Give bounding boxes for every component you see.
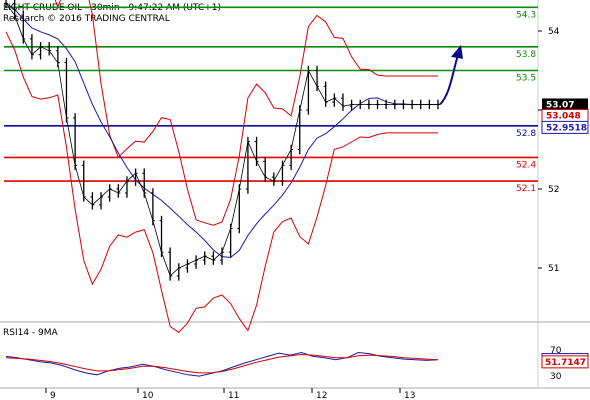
header-research: Research © 2016 TRADING CENTRAL bbox=[3, 14, 170, 24]
price-line bbox=[5, 3, 438, 277]
x-tick-label: 10 bbox=[142, 391, 154, 400]
rsi-tag-label: 51.7147 bbox=[545, 358, 586, 368]
level-label-53.8: 53.8 bbox=[516, 50, 536, 60]
y-tick-label: 54 bbox=[548, 27, 560, 37]
level-label-53.5: 53.5 bbox=[516, 74, 536, 84]
bollinger-upper bbox=[54, 0, 438, 226]
price-tag-box bbox=[541, 120, 589, 134]
forecast-arrow-shaft bbox=[439, 54, 459, 106]
moving-average-line bbox=[5, 2, 438, 259]
x-tick-label: 13 bbox=[404, 391, 415, 400]
price-tag-box bbox=[542, 98, 588, 111]
rsi-axis-label: 30 bbox=[550, 372, 562, 382]
price-tag-label: 52.9518 bbox=[546, 123, 587, 133]
rsi-line bbox=[5, 351, 439, 377]
rsi-tag-box bbox=[541, 355, 589, 369]
forecast-arrow-head bbox=[451, 44, 463, 59]
x-tick-label: 11 bbox=[228, 391, 239, 400]
main-pane: 54.353.853.552.852.452.15152535453.0753.… bbox=[4, 0, 589, 333]
rsi-title: RSI14 - 9MA bbox=[3, 328, 59, 338]
x-tick-label: 9 bbox=[50, 391, 56, 400]
rsi-ma-line bbox=[5, 353, 439, 374]
bollinger-lower bbox=[5, 31, 438, 333]
price-tag-label: 53.048 bbox=[546, 112, 581, 122]
level-label-52.1: 52.1 bbox=[516, 184, 536, 194]
x-axis: 9 10 11 12 13 bbox=[45, 388, 415, 400]
price-tag-label: 53.07 bbox=[546, 100, 574, 110]
y-tick-label: 51 bbox=[548, 264, 559, 274]
y-tick-label: 52 bbox=[548, 185, 559, 195]
level-label-52.8: 52.8 bbox=[516, 129, 536, 139]
rsi-axis-label: 70 bbox=[550, 346, 562, 356]
level-label-52.4: 52.4 bbox=[516, 160, 536, 170]
level-label-54.3: 54.3 bbox=[516, 10, 536, 20]
x-tick-label: 12 bbox=[316, 391, 327, 400]
